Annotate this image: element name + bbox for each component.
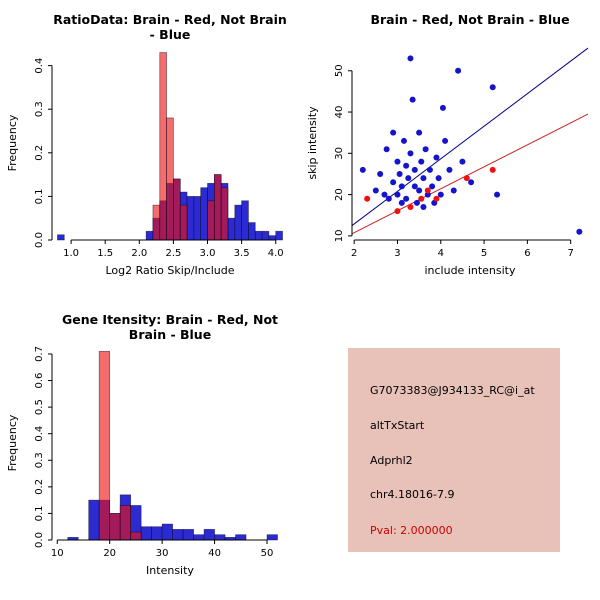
svg-text:2.0: 2.0 <box>131 248 147 259</box>
locus-text: chr4.18016-7.9 <box>370 488 455 501</box>
svg-text:40: 40 <box>208 548 221 559</box>
quad-gene-info: G7073383@J934133_RC@i_at altTxStart Adpr… <box>300 300 600 600</box>
ratio-histogram-chart: 1.0 1.5 2.0 2.5 3.0 3.5 4.0 0.0 0.1 0.2 0.3 0.4 Log2… <box>6 52 284 277</box>
svg-text:0.3: 0.3 <box>34 452 45 468</box>
svg-text:3.5: 3.5 <box>234 248 250 259</box>
svg-text:include intensity: include intensity <box>424 264 516 277</box>
svg-text:10: 10 <box>51 548 64 559</box>
svg-text:0.2: 0.2 <box>34 145 45 161</box>
svg-text:30: 30 <box>156 548 169 559</box>
svg-text:0.5: 0.5 <box>34 399 45 415</box>
svg-text:10: 10 <box>334 230 345 243</box>
svg-text:0.6: 0.6 <box>34 373 45 389</box>
svg-text:0.1: 0.1 <box>34 188 45 204</box>
gene-info-panel: G7073383@J934133_RC@i_at altTxStart Adpr… <box>348 348 560 552</box>
svg-text:5: 5 <box>481 248 487 259</box>
svg-text:1.5: 1.5 <box>97 248 113 259</box>
scatter-title: Brain - Red, Not Brain - Blue <box>370 12 570 27</box>
quad-intensity-scatter: Brain - Red, Not Brain - Blue 2 3 4 5 6 7 10 20… <box>300 0 600 300</box>
svg-text:4.0: 4.0 <box>268 248 284 259</box>
svg-text:3.0: 3.0 <box>200 248 216 259</box>
svg-text:Intensity: Intensity <box>146 564 194 577</box>
svg-text:2: 2 <box>351 248 357 259</box>
svg-text:20: 20 <box>103 548 116 559</box>
svg-text:0.0: 0.0 <box>34 232 45 248</box>
svg-text:0.4: 0.4 <box>34 58 45 74</box>
probe-id-text: G7073383@J934133_RC@i_at <box>370 384 535 397</box>
gene-symbol-text: Adprhl2 <box>370 454 413 467</box>
svg-text:2.5: 2.5 <box>165 248 181 259</box>
svg-text:0.1: 0.1 <box>34 505 45 521</box>
svg-text:0.2: 0.2 <box>34 479 45 495</box>
svg-text:0.0: 0.0 <box>34 532 45 548</box>
svg-text:20: 20 <box>334 188 345 201</box>
svg-text:0.4: 0.4 <box>34 426 45 442</box>
quad-gene-intensity-histogram: Gene Itensity: Brain - Red, Not Brain - … <box>0 300 300 600</box>
event-type-text: altTxStart <box>370 419 425 432</box>
svg-text:0.3: 0.3 <box>34 101 45 117</box>
intensity-scatter-chart: 2 3 4 5 6 7 10 20 30 40 50 include intensity skip in… <box>306 47 589 277</box>
quad-ratio-histogram: RatioData: Brain - Red, Not Brain - Blue… <box>0 0 300 300</box>
svg-text:40: 40 <box>334 106 345 119</box>
gene-intensity-title: Gene Itensity: Brain - Red, Not Brain - … <box>61 312 279 342</box>
pval-text: Pval: 2.000000 <box>370 524 453 537</box>
svg-text:4: 4 <box>438 248 444 259</box>
svg-text:Frequency: Frequency <box>6 414 19 471</box>
svg-text:30: 30 <box>334 147 345 160</box>
svg-text:Frequency: Frequency <box>6 114 19 171</box>
svg-text:50: 50 <box>334 64 345 77</box>
svg-text:skip intensity: skip intensity <box>306 106 319 180</box>
ratio-histogram-title: RatioData: Brain - Red, Not Brain - Blue <box>53 12 287 42</box>
svg-text:6: 6 <box>524 248 530 259</box>
svg-text:50: 50 <box>261 548 274 559</box>
svg-text:7: 7 <box>567 248 573 259</box>
svg-text:Log2 Ratio Skip/Include: Log2 Ratio Skip/Include <box>105 264 234 277</box>
gene-intensity-histogram-chart: 10 20 30 40 50 0.0 0.1 0.2 0.3 0.4 0.5 0.6 0.7 Intens… <box>6 346 278 577</box>
svg-text:0.7: 0.7 <box>34 346 45 362</box>
svg-text:3: 3 <box>394 248 400 259</box>
svg-text:1.0: 1.0 <box>63 248 79 259</box>
